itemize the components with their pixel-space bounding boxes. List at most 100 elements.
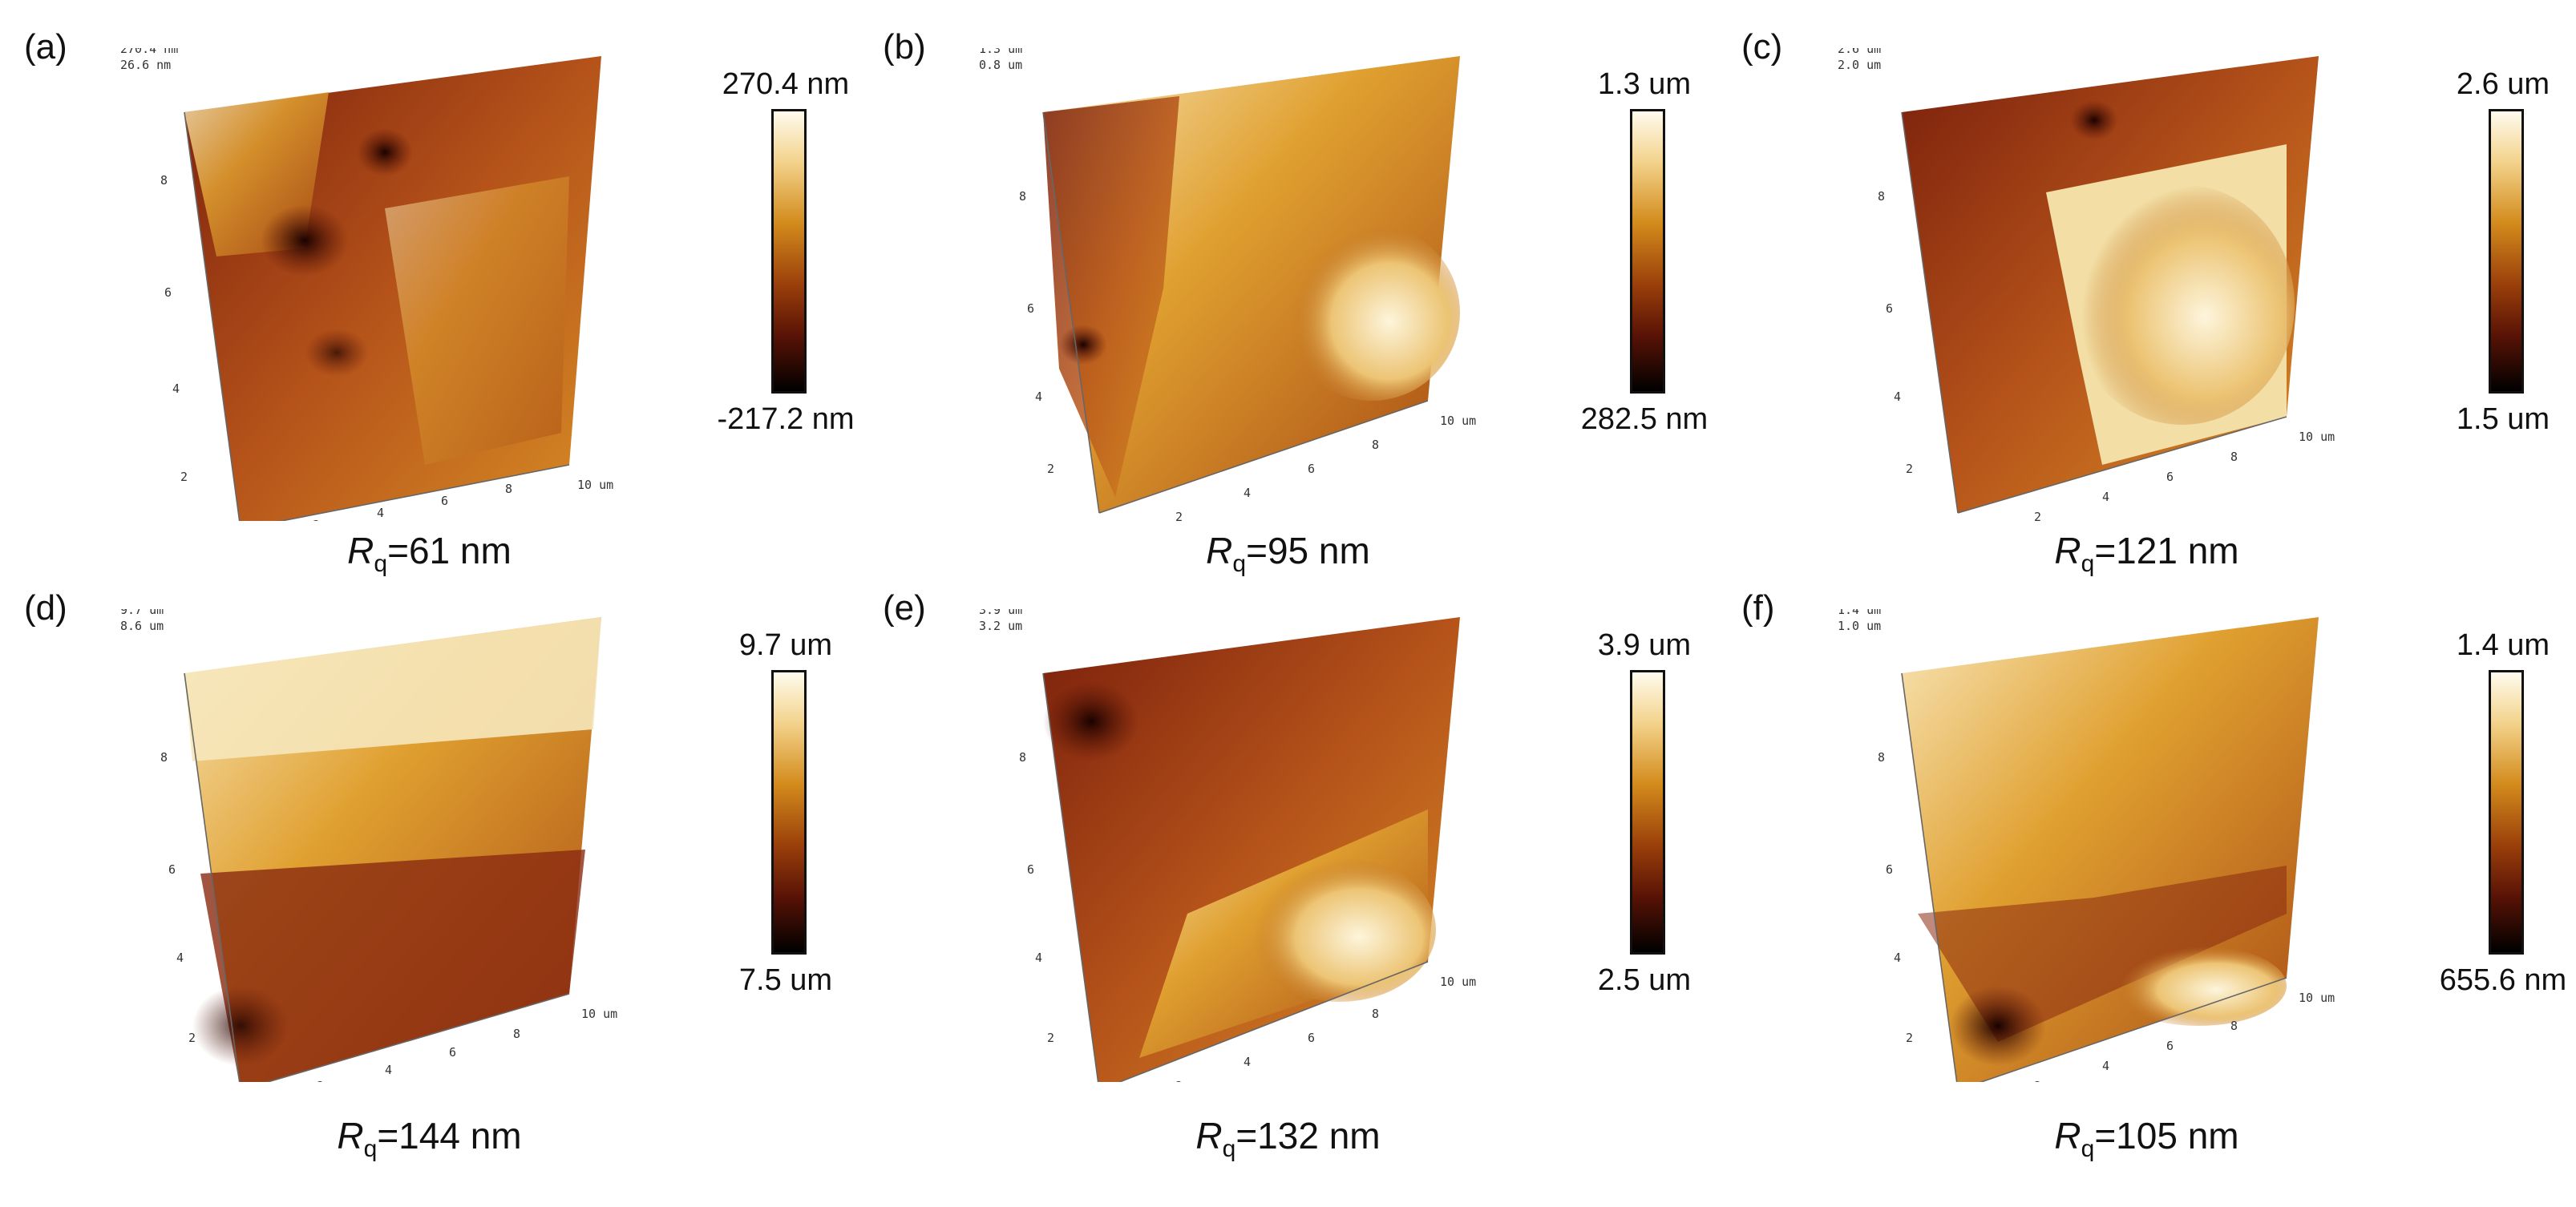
panel-d: (d) 9.7 um 8.6 um 10 um 10 um 8 6 4 2 2 … [0, 561, 859, 1165]
axis-tick: 4 [1894, 390, 1901, 404]
panel-label: (b) [883, 27, 926, 67]
z-max-tick: 1.4 um [1838, 609, 1881, 617]
axis-tick: 8 [1372, 1007, 1379, 1021]
axis-tick: 8 [1878, 189, 1885, 204]
panel-label: (e) [883, 588, 926, 628]
panel-e: (e) 3.9 um 3.2 um 10 um 10 um 8 6 4 2 2 … [859, 561, 1717, 1165]
colorbar-gradient [1630, 109, 1665, 394]
axis-tick: 4 [2102, 1059, 2109, 1073]
axis-tick: 2 [317, 1079, 324, 1082]
axis-tick: 4 [1035, 390, 1042, 404]
afm-surface-plot: 1.4 um 1.0 um 10 um 10 um 8 6 4 2 2 4 6 … [1838, 609, 2367, 1082]
colorbar-min-label: 7.5 um [738, 963, 833, 997]
axis-tick: 8 [2230, 1019, 2238, 1033]
colorbar-max-label: 9.7 um [738, 628, 833, 662]
axis-tick: 6 [164, 285, 172, 300]
colorbar-max-label: 1.3 um [1597, 67, 1692, 101]
colorbar: 1.3 um 282.5 nm [1556, 48, 1733, 465]
axis-tick: 4 [377, 506, 384, 520]
colorbar-gradient [771, 670, 807, 955]
axis-tick: 4 [172, 381, 180, 396]
surface-pit [305, 329, 369, 377]
axis-tick: 8 [1019, 189, 1026, 204]
axis-tick: 2 [180, 470, 188, 484]
axis-tick: 6 [2166, 470, 2174, 484]
colorbar-max-label: 2.6 um [2456, 67, 2550, 101]
colorbar-gradient [1630, 670, 1665, 955]
colorbar-gradient [771, 109, 807, 394]
axis-tick: 6 [1886, 301, 1893, 316]
axis-tick: 10 um [1440, 414, 1476, 428]
surface-pit [192, 986, 289, 1066]
axis-tick: 6 [2166, 1039, 2174, 1053]
surface-pale-region [2070, 184, 2295, 425]
axis-tick: 4 [1894, 951, 1901, 965]
colorbar: 270.4 nm -217.2 nm [698, 48, 874, 465]
axis-tick: 10 um [581, 1007, 617, 1021]
axis-tick: 2 [1906, 1031, 1913, 1045]
axis-tick: 6 [1308, 1031, 1315, 1045]
panel-label: (c) [1741, 27, 1783, 67]
roughness-caption: Rq=144 nm [337, 1115, 522, 1163]
colorbar-min-label: 282.5 nm [1580, 402, 1709, 436]
surface-shadow [1043, 96, 1179, 497]
axis-tick: 6 [1027, 301, 1034, 316]
z-min-tick: 26.6 nm [120, 58, 171, 72]
panel-f: (f) 1.4 um 1.0 um 10 um 10 um 8 6 4 2 2 … [1717, 561, 2576, 1165]
axis-tick: 4 [1244, 486, 1251, 500]
surface-pale-region [1284, 224, 1460, 401]
axis-tick: 4 [176, 951, 184, 965]
colorbar: 3.9 um 2.5 um [1556, 609, 1733, 1026]
z-min-tick: 8.6 um [120, 619, 164, 633]
z-min-tick: 3.2 um [979, 619, 1022, 633]
panel-a: (a) 270.4 nm 26.6 nm 10 um 10 um 8 6 4 2… [0, 0, 859, 604]
axis-tick: 2 [1175, 510, 1183, 521]
colorbar: 1.4 um 655.6 nm [2415, 609, 2576, 1026]
afm-surface-plot: 3.9 um 3.2 um 10 um 10 um 8 6 4 2 2 4 6 … [979, 609, 1508, 1082]
axis-tick: 8 [505, 482, 512, 496]
surface-shadow [200, 850, 585, 1082]
surface-pit [1043, 681, 1139, 761]
surface-pale-region [1244, 858, 1436, 1002]
z-min-tick: 1.0 um [1838, 619, 1881, 633]
z-max-tick: 2.6 um [1838, 48, 1881, 56]
surface-pit [2070, 100, 2118, 140]
surface-pale-region [2110, 946, 2287, 1026]
surface-highlight [184, 617, 601, 761]
axis-tick: 10 um [2299, 430, 2335, 444]
axis-tick: 2 [1906, 462, 1913, 476]
axis-tick: 6 [449, 1045, 456, 1060]
axis-tick: 8 [1372, 438, 1379, 452]
surface-pit [1950, 986, 2046, 1066]
z-max-tick: 3.9 um [979, 609, 1022, 617]
panel-label: (a) [24, 27, 67, 67]
surface-pit [357, 128, 413, 176]
axis-tick: 2 [1047, 462, 1054, 476]
panel-label: (d) [24, 588, 67, 628]
colorbar-max-label: 1.4 um [2456, 628, 2550, 662]
axis-tick: 4 [2102, 490, 2109, 504]
axis-tick: 2 [2034, 1079, 2041, 1082]
afm-surface-plot: 9.7 um 8.6 um 10 um 10 um 8 6 4 2 2 4 6 … [120, 609, 649, 1082]
z-max-tick: 9.7 um [120, 609, 164, 617]
z-min-tick: 2.0 um [1838, 58, 1881, 72]
afm-surface-plot: 270.4 nm 26.6 nm 10 um 10 um 8 6 4 2 2 4… [120, 48, 649, 521]
colorbar-min-label: -217.2 nm [717, 402, 855, 436]
roughness-caption: Rq=121 nm [2054, 530, 2239, 578]
colorbar: 2.6 um 1.5 um [2415, 48, 2576, 465]
axis-tick: 8 [160, 750, 168, 765]
panel-label: (f) [1741, 588, 1775, 628]
colorbar-min-label: 2.5 um [1597, 963, 1692, 997]
axis-tick: 8 [513, 1027, 520, 1041]
axis-tick: 6 [1308, 462, 1315, 476]
colorbar-gradient [2489, 109, 2524, 394]
z-min-tick: 0.8 um [979, 58, 1022, 72]
panel-b: (b) 1.3 um 0.8 um 10 um 10 um 8 6 4 2 2 … [859, 0, 1717, 604]
colorbar-min-label: 655.6 nm [2439, 963, 2567, 997]
panel-c: (c) 2.6 um 2.0 um 10 um 10 um 8 6 4 2 2 … [1717, 0, 2576, 604]
z-max-tick: 270.4 nm [120, 48, 178, 56]
axis-tick: 4 [1035, 951, 1042, 965]
axis-tick: 10 um [577, 478, 613, 492]
axis-tick: 2 [2034, 510, 2041, 521]
afm-surface-plot: 1.3 um 0.8 um 10 um 10 um 8 6 4 2 2 4 6 … [979, 48, 1508, 521]
